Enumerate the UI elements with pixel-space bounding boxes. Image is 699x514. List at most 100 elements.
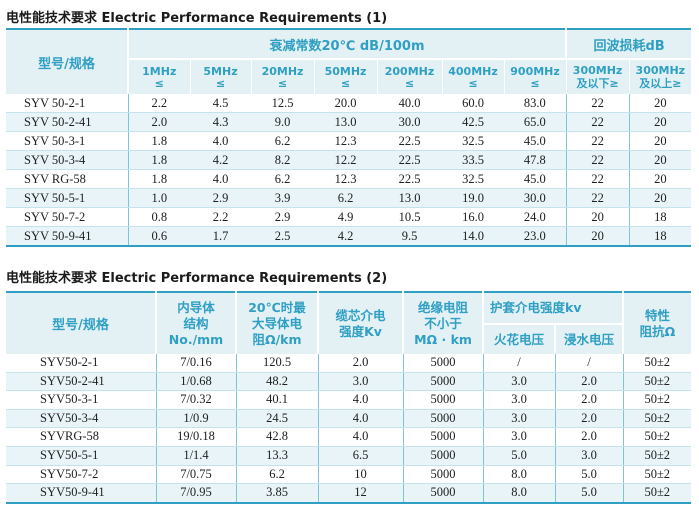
value-cell: 45.0 bbox=[504, 131, 567, 151]
table2-title: 电性能技术要求 Electric Performance Requirement… bbox=[6, 271, 388, 286]
value-cell: 10 bbox=[318, 465, 404, 485]
value-cell: 8.2 bbox=[251, 150, 314, 170]
value-cell: 4.0 bbox=[318, 427, 404, 447]
value-cell: 7/0.95 bbox=[156, 483, 237, 504]
value-cell: 20 bbox=[566, 226, 630, 247]
value-cell: 0.6 bbox=[128, 226, 190, 247]
value-cell: 5000 bbox=[403, 446, 484, 466]
value-cell: 4.0 bbox=[318, 409, 404, 429]
value-cell: 1/1.4 bbox=[156, 446, 237, 466]
value-cell: 19/0.18 bbox=[156, 427, 237, 447]
core-strength-header: 缆芯介电 强度Kv bbox=[318, 292, 404, 354]
electrical-table: 型号/规格 内导体 结构 No./mm 20℃时最 大导体电 阻Ω/km 缆芯介电 强度K… bbox=[6, 291, 691, 504]
jacket-strength-header: 护套介电强度kv bbox=[483, 292, 624, 325]
value-cell: 5000 bbox=[403, 483, 484, 504]
value-cell: 65.0 bbox=[504, 112, 567, 132]
value-cell: 13.0 bbox=[314, 112, 377, 132]
value-cell: 23.0 bbox=[504, 226, 567, 247]
value-cell: 60.0 bbox=[442, 94, 504, 113]
insulation-header: 绝缘电阻 不小于 MΩ · km bbox=[403, 292, 484, 354]
table1-title: 电性能技术要求 Electric Performance Requirement… bbox=[6, 11, 388, 26]
value-cell: 3.9 bbox=[251, 188, 314, 208]
immersion-voltage-header: 浸水电压 bbox=[555, 324, 624, 354]
value-cell: 22 bbox=[566, 131, 630, 151]
value-cell: 19.0 bbox=[442, 188, 504, 208]
table-row: SYV50-7-2 7/0.75 6.2 10 5000 8.0 5.0 50±2 bbox=[6, 465, 691, 485]
value-cell: 20 bbox=[629, 169, 692, 189]
value-cell: 16.0 bbox=[442, 207, 504, 227]
value-cell: 22 bbox=[566, 169, 630, 189]
model-cell: SYV50-2-41 bbox=[6, 372, 157, 392]
value-cell: 32.5 bbox=[442, 169, 504, 189]
table-row: SYV50-9-41 7/0.95 3.85 12 5000 8.0 5.0 50±2 bbox=[6, 483, 691, 504]
model-cell: SYV 50-2-1 bbox=[6, 94, 129, 113]
spark-voltage-header: 火花电压 bbox=[483, 324, 556, 354]
value-cell: 6.2 bbox=[236, 465, 319, 485]
value-cell: 4.0 bbox=[318, 390, 404, 410]
model-cell: SYV50-3-1 bbox=[6, 390, 157, 410]
value-cell: 4.2 bbox=[314, 226, 377, 247]
value-cell: 5000 bbox=[403, 390, 484, 410]
model-cell: SYV50-9-41 bbox=[6, 483, 157, 504]
value-cell: 30.0 bbox=[377, 112, 442, 132]
table-row: SYVRG-58 19/0.18 42.8 4.0 5000 3.0 2.0 50±2 bbox=[6, 427, 691, 447]
value-cell: 3.0 bbox=[483, 427, 556, 447]
model-cell: SYV 50-7-2 bbox=[6, 207, 129, 227]
value-cell: 120.5 bbox=[236, 354, 319, 373]
value-cell: 0.8 bbox=[128, 207, 190, 227]
value-cell: 20 bbox=[566, 207, 630, 227]
value-cell: 48.2 bbox=[236, 372, 319, 392]
table-row: SYV50-2-1 7/0.16 120.5 2.0 5000//50±2 bbox=[6, 354, 691, 373]
attenuation-table: 型号/规格 衰减常数20℃ dB/100m 回波损耗dB 1MHz ≤5MHz ≤2… bbox=[6, 28, 692, 247]
value-cell: 22 bbox=[566, 112, 630, 132]
return-loss-header: 回波损耗dB bbox=[566, 29, 692, 60]
value-cell: 1.0 bbox=[128, 188, 190, 208]
value-cell: 20 bbox=[629, 94, 692, 113]
value-cell: 50±2 bbox=[623, 372, 691, 392]
value-cell: 4.0 bbox=[190, 131, 251, 151]
model-cell: SYV 50-2-41 bbox=[6, 112, 129, 132]
value-cell: 22 bbox=[566, 94, 630, 113]
value-cell: / bbox=[555, 354, 624, 373]
value-cell: 20.0 bbox=[314, 94, 377, 113]
value-cell: 7/0.32 bbox=[156, 390, 237, 410]
value-cell: 50±2 bbox=[623, 465, 691, 485]
value-cell: 32.5 bbox=[442, 131, 504, 151]
value-cell: 20 bbox=[629, 112, 692, 132]
value-cell: 5.0 bbox=[483, 446, 556, 466]
value-cell: 2.2 bbox=[128, 94, 190, 113]
value-cell: 3.85 bbox=[236, 483, 319, 504]
freq-header-3: 50MHz ≤ bbox=[314, 59, 378, 94]
value-cell: 6.2 bbox=[314, 188, 377, 208]
value-cell: 50±2 bbox=[623, 354, 691, 373]
value-cell: 50±2 bbox=[623, 446, 691, 466]
value-cell: 50±2 bbox=[623, 390, 691, 410]
value-cell: 1.8 bbox=[128, 150, 190, 170]
value-cell: 2.0 bbox=[128, 112, 190, 132]
value-cell: 24.5 bbox=[236, 409, 319, 429]
value-cell: 40.1 bbox=[236, 390, 319, 410]
value-cell: 20 bbox=[629, 150, 692, 170]
table-row: SYV RG-58 1.8 4.0 6.2 12.3 22.5 32.5 45.0 22 20 bbox=[6, 169, 692, 189]
value-cell: 20 bbox=[629, 188, 692, 208]
model-cell: SYV 50-5-1 bbox=[6, 188, 129, 208]
electrical-table-body: SYV50-2-1 7/0.16 120.5 2.0 5000//50±2 SYV50-2… bbox=[6, 354, 691, 504]
value-cell: 42.8 bbox=[236, 427, 319, 447]
value-cell: 22.5 bbox=[377, 150, 442, 170]
value-cell: 2.5 bbox=[251, 226, 314, 247]
freq-header-1: 5MHz ≤ bbox=[190, 59, 252, 94]
table-row: SYV 50-3-4 1.8 4.2 8.2 12.2 22.5 33.5 47.8 22 20 bbox=[6, 150, 692, 170]
value-cell: 13.3 bbox=[236, 446, 319, 466]
value-cell: 13.0 bbox=[377, 188, 442, 208]
table-row: SYV 50-9-41 0.6 1.7 2.5 4.2 9.5 14.0 23.0 20 18 bbox=[6, 226, 692, 247]
table-row: SYV 50-7-2 0.8 2.2 2.9 4.9 10.5 16.0 24.0 20 18 bbox=[6, 207, 692, 227]
value-cell: 6.2 bbox=[251, 169, 314, 189]
value-cell: 2.0 bbox=[555, 372, 624, 392]
value-cell: 12.3 bbox=[314, 131, 377, 151]
value-cell: 6.2 bbox=[251, 131, 314, 151]
value-cell: 14.0 bbox=[442, 226, 504, 247]
table-row: SYV 50-5-1 1.0 2.9 3.9 6.2 13.0 19.0 30.0 22 20 bbox=[6, 188, 692, 208]
freq-header-2: 20MHz ≤ bbox=[251, 59, 315, 94]
value-cell: 4.5 bbox=[190, 94, 251, 113]
table-row: SYV50-2-41 1/0.68 48.2 3.0 5000 3.0 2.0 50±2 bbox=[6, 372, 691, 392]
